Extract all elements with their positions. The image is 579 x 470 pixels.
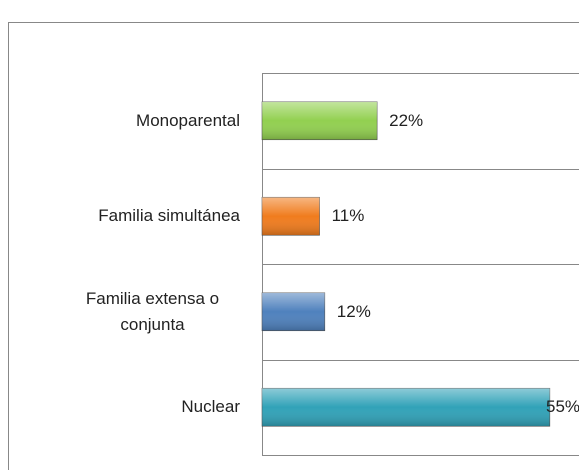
value-label: 12% [336,301,371,321]
value-label: 22% [389,110,424,130]
category-label: Familia simultánea [98,206,240,226]
bar [261,101,378,141]
category: Monoparental [10,108,240,134]
bar [261,196,320,236]
category-label: Monoparental [136,110,240,130]
category: Familia extensa o conjunta [10,286,240,338]
category-label: Familia extensa o conjunta [85,288,220,334]
value-label: 55% [546,397,579,417]
category: Nuclear [10,394,240,420]
value-label: 11% [331,206,365,226]
category-label: Nuclear [181,397,240,417]
category: Familia simultánea [10,203,240,229]
bar [261,292,326,332]
bar [261,387,551,427]
